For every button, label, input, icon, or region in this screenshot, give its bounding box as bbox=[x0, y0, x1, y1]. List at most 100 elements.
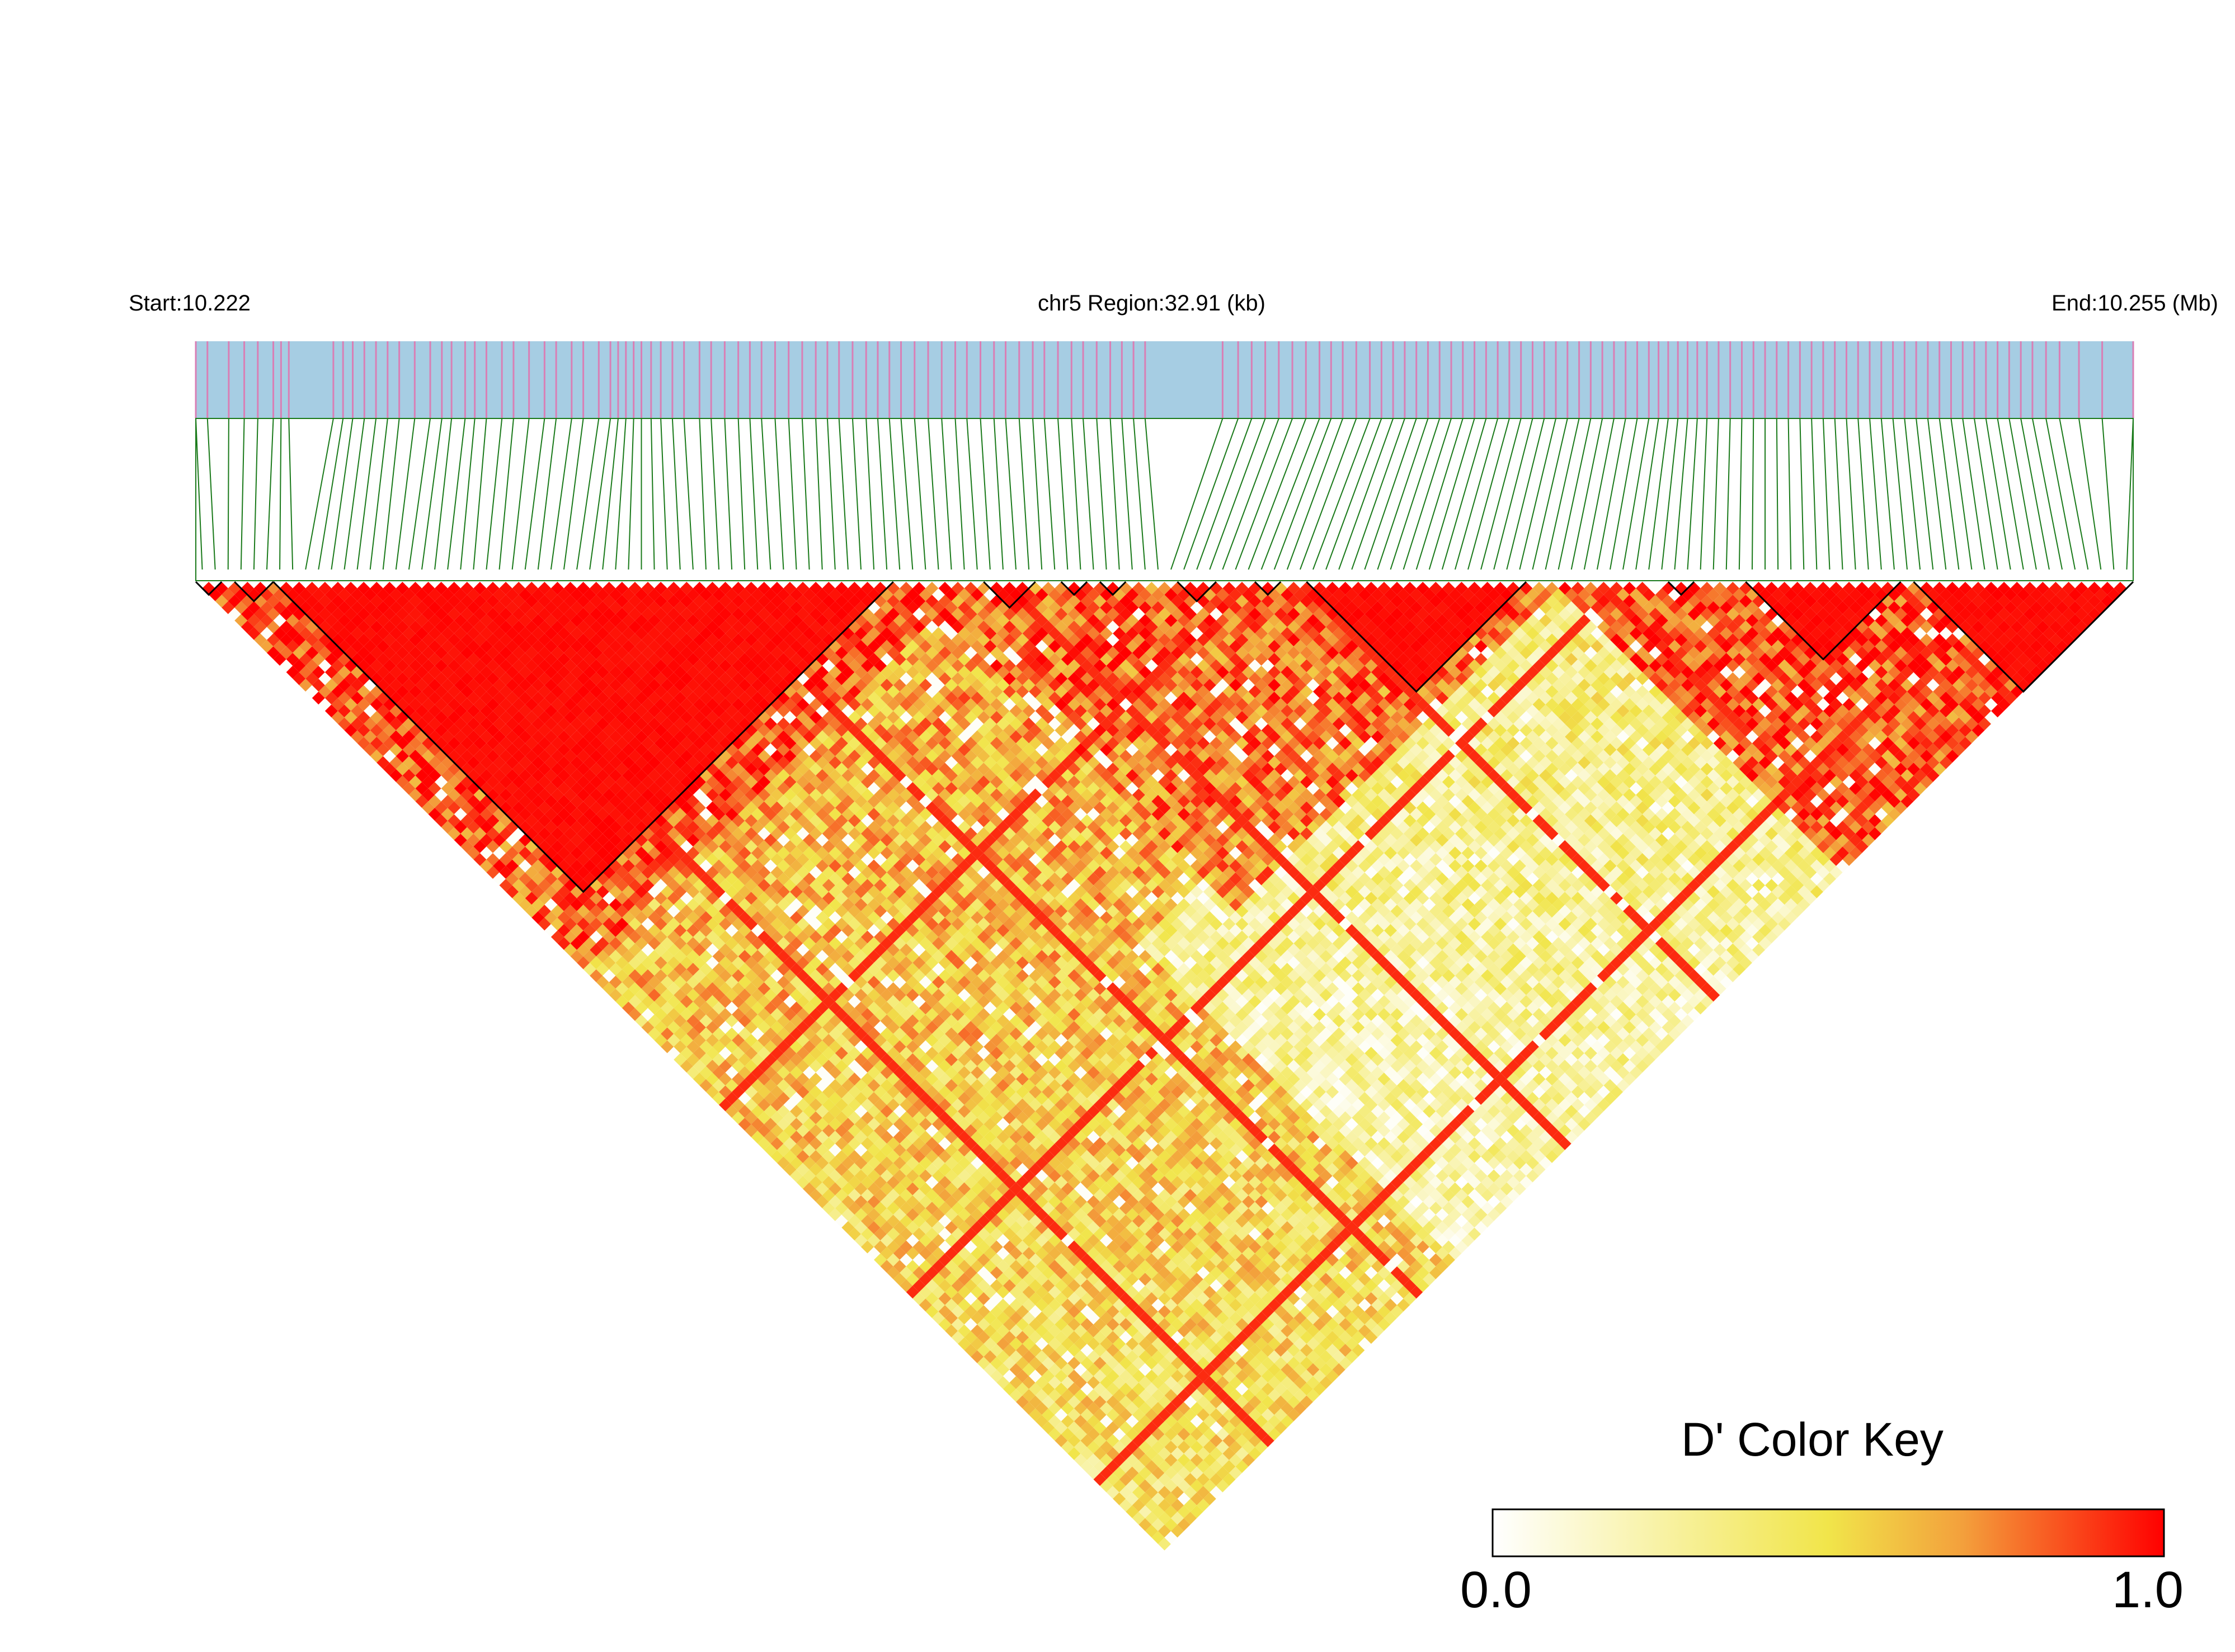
snp-connector bbox=[1880, 418, 1895, 570]
ld-cell bbox=[1138, 1402, 1152, 1415]
ld-cell bbox=[370, 698, 383, 711]
ld-cell bbox=[318, 659, 332, 672]
ld-cell bbox=[1106, 1395, 1119, 1409]
ld-cell bbox=[454, 743, 467, 756]
ld-cell bbox=[1164, 1505, 1178, 1518]
ld-cell bbox=[705, 982, 719, 995]
ld-cell bbox=[1061, 1337, 1074, 1350]
ld-cell bbox=[777, 1131, 790, 1144]
ld-cell bbox=[1190, 1479, 1203, 1493]
ld-cell bbox=[1100, 1479, 1113, 1493]
ld-cell bbox=[512, 878, 525, 892]
snp-connector bbox=[1583, 418, 1615, 570]
ld-cell bbox=[860, 1240, 874, 1254]
ld-cell bbox=[422, 659, 435, 672]
ld-cell bbox=[634, 976, 648, 989]
snp-connector bbox=[1985, 418, 2011, 570]
ld-cell bbox=[1106, 1447, 1119, 1460]
ld-cell bbox=[454, 834, 467, 847]
ld-cell bbox=[822, 1202, 835, 1215]
ld-cell bbox=[829, 1195, 842, 1208]
ld-cell bbox=[370, 608, 383, 621]
ld-cell bbox=[900, 1150, 913, 1163]
snp-connector bbox=[1209, 418, 1266, 570]
ld-cell bbox=[938, 1202, 952, 1215]
ld-cell bbox=[286, 639, 299, 653]
ld-cell bbox=[557, 898, 571, 911]
ld-cell bbox=[344, 723, 357, 737]
ld-cell bbox=[331, 608, 345, 621]
ld-cell bbox=[473, 750, 487, 763]
ld-cell bbox=[919, 1182, 932, 1196]
ld-cell bbox=[467, 717, 480, 731]
ld-cell bbox=[1119, 1382, 1132, 1396]
ld-cell bbox=[1210, 1460, 1223, 1473]
ld-cell bbox=[1177, 1415, 1191, 1428]
ld-cell bbox=[680, 956, 693, 969]
ld-cell bbox=[938, 1215, 952, 1228]
ld-cell bbox=[867, 1169, 881, 1183]
snp-connector bbox=[288, 418, 294, 570]
ld-cell bbox=[887, 1137, 900, 1150]
ld-cell bbox=[931, 1182, 945, 1196]
ld-cell bbox=[473, 840, 487, 853]
ld-cell bbox=[1086, 1441, 1100, 1454]
ld-cell bbox=[467, 846, 480, 860]
ld-cell bbox=[1203, 1441, 1216, 1454]
ld-cell bbox=[1009, 1298, 1023, 1312]
ld-cell bbox=[299, 601, 312, 614]
ld-cell bbox=[1171, 1499, 1184, 1512]
ld-cell bbox=[893, 1234, 906, 1247]
ld-cell bbox=[1126, 1402, 1139, 1415]
ld-cell bbox=[609, 911, 622, 924]
ld-cell bbox=[454, 691, 467, 705]
ld-cell bbox=[925, 1305, 939, 1318]
ld-cell bbox=[931, 1286, 945, 1299]
ld-cell bbox=[661, 898, 674, 911]
ld-cell bbox=[577, 930, 590, 944]
ld-cell bbox=[583, 911, 596, 924]
ld-cell bbox=[996, 1324, 1010, 1338]
ld-cell bbox=[880, 1143, 893, 1157]
ld-cell bbox=[977, 1227, 990, 1241]
ld-cell bbox=[628, 905, 642, 918]
ld-cell bbox=[293, 659, 306, 672]
ld-cell bbox=[686, 924, 700, 937]
ld-cell bbox=[971, 1298, 984, 1312]
ld-cell bbox=[506, 846, 519, 860]
ld-cell bbox=[770, 1072, 784, 1086]
ld-cell bbox=[1080, 1434, 1094, 1447]
ld-cell bbox=[596, 936, 609, 950]
ld-cell bbox=[829, 1079, 842, 1092]
ld-cell bbox=[648, 898, 661, 911]
ld-cell bbox=[809, 1124, 822, 1137]
ld-cell bbox=[428, 679, 441, 692]
ld-cell bbox=[583, 898, 596, 911]
snp-connector bbox=[650, 418, 655, 570]
ld-cell bbox=[1126, 1441, 1139, 1454]
ld-cell bbox=[628, 917, 642, 931]
ld-cell bbox=[531, 769, 545, 782]
ld-cell bbox=[951, 1279, 964, 1292]
ld-cell bbox=[906, 1156, 919, 1170]
ld-cell bbox=[874, 1227, 887, 1241]
ld-cell bbox=[674, 949, 687, 963]
ld-cell bbox=[719, 969, 732, 982]
ld-cell bbox=[654, 892, 667, 905]
ld-cell bbox=[1190, 1441, 1203, 1454]
ld-cell bbox=[1086, 1402, 1100, 1415]
ld-cell bbox=[1138, 1441, 1152, 1454]
ld-cell bbox=[609, 976, 622, 989]
ld-cell bbox=[241, 582, 254, 595]
ld-cell bbox=[253, 620, 267, 634]
ld-cell bbox=[745, 1072, 758, 1086]
ld-cell bbox=[519, 782, 532, 795]
ld-cell bbox=[603, 930, 616, 944]
ld-cell bbox=[757, 1008, 771, 1021]
ld-cell bbox=[563, 827, 577, 840]
ld-cell bbox=[1055, 1434, 1068, 1447]
ld-cell bbox=[273, 614, 286, 627]
ld-cell bbox=[1035, 1402, 1048, 1415]
ld-cell bbox=[590, 917, 603, 931]
ld-cell bbox=[1126, 1415, 1139, 1428]
